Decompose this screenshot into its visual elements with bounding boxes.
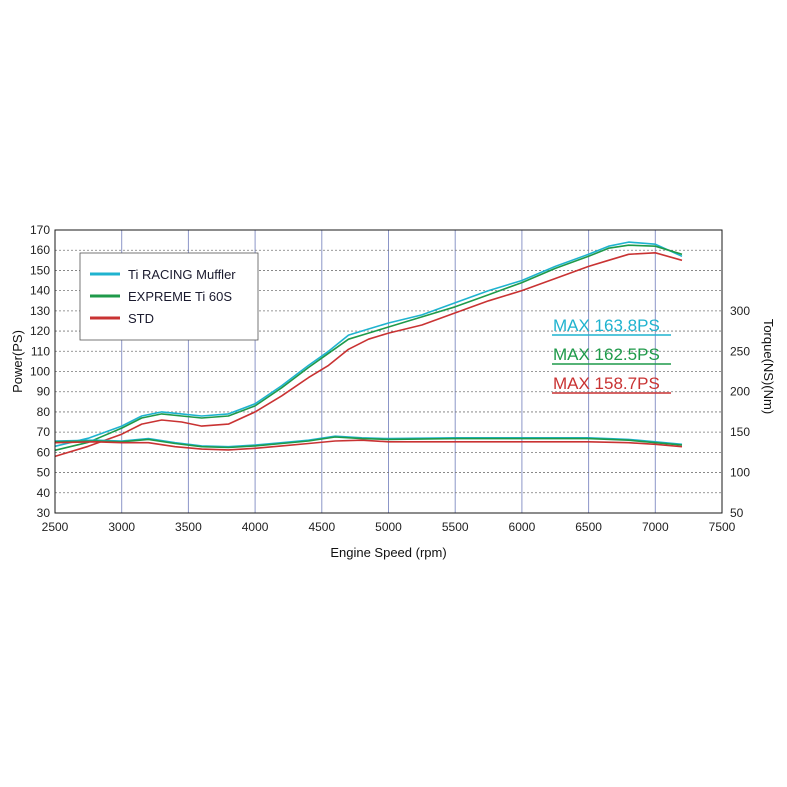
series-line-torque-expreme-ti-60s [54,436,683,449]
x-tick-5000: 5000 [375,520,402,534]
y-tick-170: 170 [30,223,50,237]
y-tick-30: 30 [37,506,51,520]
y-tick-90: 90 [37,385,51,399]
legend-label-ti-racing: Ti RACING Muffler [128,267,236,282]
x-tick-4000: 4000 [242,520,269,534]
legend-label-std: STD [128,311,154,326]
y-tick-50: 50 [37,466,51,480]
x-tick-6500: 6500 [575,520,602,534]
max-label-ti-racing: MAX 163.8PS [553,316,660,335]
y-tick-60: 60 [37,445,51,459]
x-tick-6000: 6000 [509,520,536,534]
y-tick-labels: 30 40 50 60 70 80 90 100 110 120 130 140 150 160 170 [30,223,50,520]
x-tick-7000: 7000 [642,520,669,534]
x-tick-3000: 3000 [108,520,135,534]
y2-axis-title: Torque(NS)(Nm) [761,319,776,414]
y2-tick-300: 300 [730,304,750,318]
series-line-power-ti-racing-muffler [54,241,683,448]
x-tick-7500: 7500 [709,520,736,534]
y-tick-120: 120 [30,324,50,338]
y-tick-70: 70 [37,425,51,439]
y-tick-130: 130 [30,304,50,318]
max-annotations: MAX 163.8PS MAX 162.5PS MAX 158.7PS [552,316,671,394]
y-tick-80: 80 [37,405,51,419]
x-tick-3500: 3500 [175,520,202,534]
y2-tick-250: 250 [730,344,750,358]
y2-tick-200: 200 [730,385,750,399]
plot-frame [54,229,723,514]
y-axis-title: Power(PS) [10,330,25,393]
x-tick-5500: 5500 [442,520,469,534]
y-tick-160: 160 [30,243,50,257]
y2-tick-50: 50 [730,506,744,520]
y-tick-100: 100 [30,365,50,379]
y-tick-110: 110 [31,344,50,358]
legend-label-expreme: EXPREME Ti 60S [128,289,232,304]
y2-tick-150: 150 [730,425,750,439]
legend: Ti RACING Muffler EXPREME Ti 60S STD [79,252,259,341]
y2-tick-100: 100 [730,466,750,480]
series-line-power-std [54,252,683,458]
y-tick-140: 140 [30,284,50,298]
y-tick-40: 40 [37,486,51,500]
x-tick-2500: 2500 [42,520,69,534]
series-lines [54,241,683,458]
max-label-std: MAX 158.7PS [553,374,660,393]
series-line-power-expreme-ti-60s [54,244,683,452]
x-axis-title: Engine Speed (rpm) [330,545,446,560]
series-line-torque-std [54,439,683,451]
y-tick-150: 150 [30,263,50,277]
x-tick-labels: 2500 3000 3500 4000 4500 5000 5500 6000 6500 7000… [42,520,736,534]
y2-tick-labels: 50 100 150 200 250 300 [730,304,750,520]
max-label-expreme: MAX 162.5PS [553,345,660,364]
x-tick-4500: 4500 [308,520,335,534]
